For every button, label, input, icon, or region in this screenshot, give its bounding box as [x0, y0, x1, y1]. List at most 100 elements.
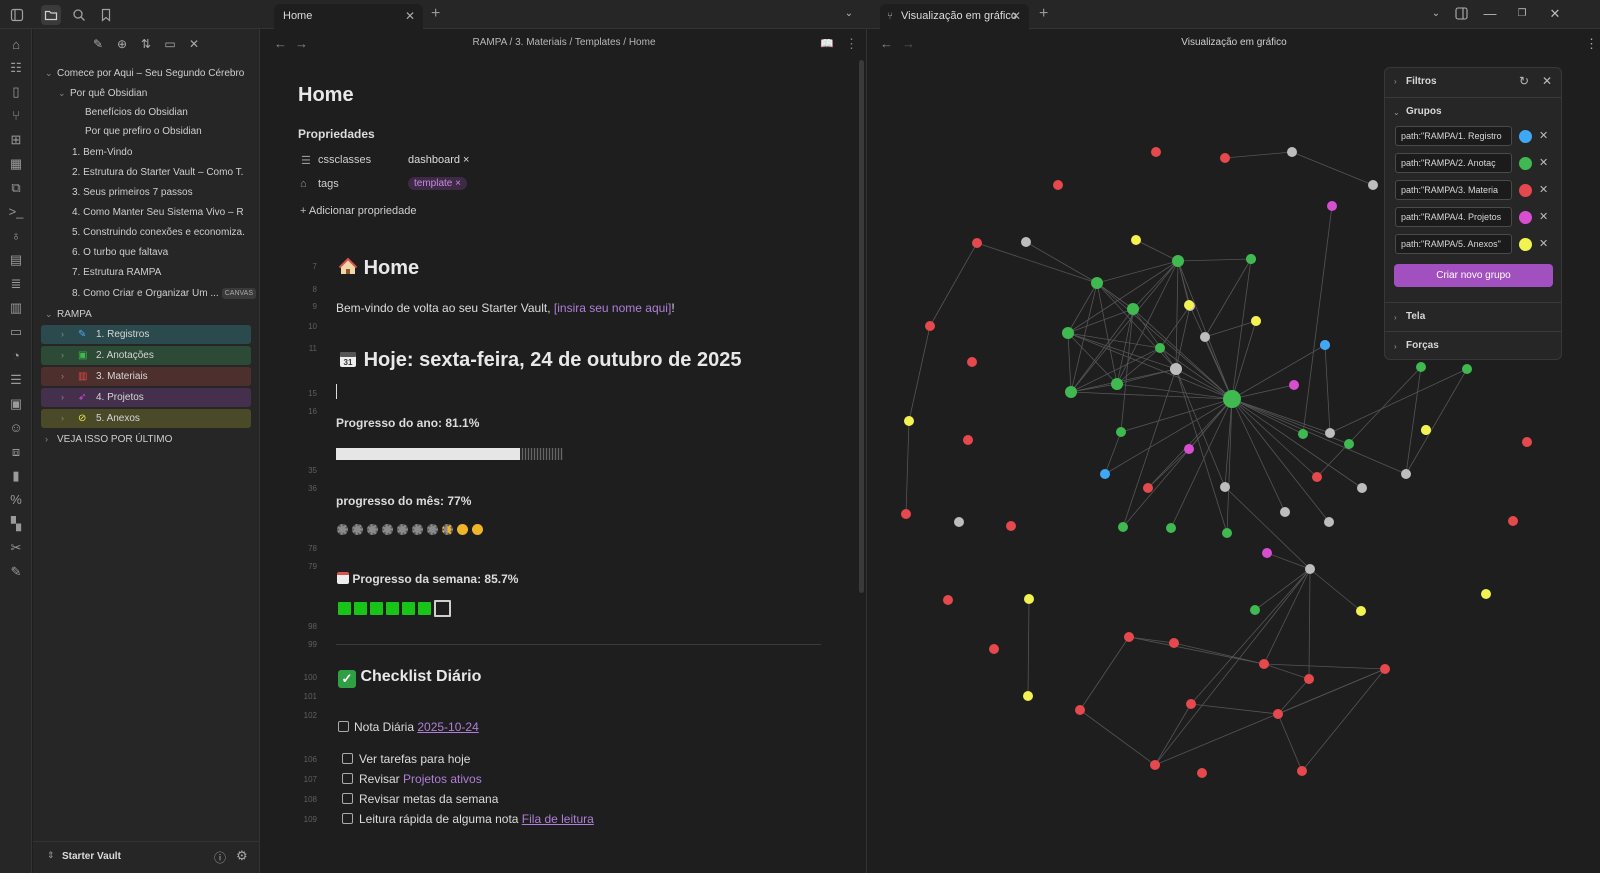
close-icon[interactable]: ✕	[404, 9, 415, 23]
graph-node[interactable]	[1222, 528, 1232, 538]
search-icon[interactable]	[69, 5, 89, 25]
graph-node[interactable]	[1259, 659, 1269, 669]
calendar-days-icon[interactable]: ▣	[9, 396, 23, 411]
display-label[interactable]: Tela	[1406, 311, 1426, 322]
graph-node[interactable]	[1169, 638, 1179, 648]
forward-arrow-icon[interactable]: →	[295, 36, 308, 51]
property-key[interactable]: tags	[318, 178, 339, 190]
more-options-icon[interactable]: ⋮	[1585, 36, 1598, 51]
remove-group-icon[interactable]: ✕	[1539, 157, 1549, 169]
task-checkbox[interactable]	[342, 753, 353, 764]
graph-node[interactable]	[1200, 332, 1210, 342]
remove-group-icon[interactable]: ✕	[1539, 238, 1549, 250]
graph-node[interactable]	[1327, 201, 1337, 211]
graph-node[interactable]	[1250, 605, 1260, 615]
stack-icon[interactable]: ⧈	[11, 444, 21, 459]
new-folder-icon[interactable]: ⊕	[116, 37, 128, 51]
graph-node[interactable]	[1324, 517, 1334, 527]
close-icon[interactable]: ✕	[1542, 74, 1553, 88]
bookmark-icon[interactable]	[96, 5, 116, 25]
graph-node[interactable]	[1220, 482, 1230, 492]
graph-node[interactable]	[1522, 437, 1532, 447]
graph-node[interactable]	[1298, 429, 1308, 439]
graph-node[interactable]	[943, 595, 953, 605]
group-query-input[interactable]: path:"RAMPA/5. Anexos"	[1395, 234, 1512, 254]
group-query-input[interactable]: path:"RAMPA/1. Registro	[1395, 126, 1512, 146]
graph-node[interactable]	[1304, 674, 1314, 684]
graph-node[interactable]	[1131, 235, 1141, 245]
breadcrumb[interactable]: RAMPA / 3. Materiais / Templates / Home	[472, 37, 656, 48]
chevron-down-icon[interactable]: ⌄	[844, 8, 854, 19]
property-value[interactable]: dashboard ×	[408, 154, 470, 166]
graph-node[interactable]	[1170, 363, 1182, 375]
graph-node[interactable]	[1344, 439, 1354, 449]
editor-scrollbar[interactable]	[859, 60, 864, 593]
copy-icon[interactable]: ⧉	[11, 180, 21, 195]
graph-node[interactable]	[1280, 507, 1290, 517]
graph-node[interactable]	[1143, 483, 1153, 493]
calendar-icon[interactable]: ▦	[9, 156, 23, 171]
minimize-icon[interactable]: —	[1483, 6, 1497, 21]
new-tab-button[interactable]: +	[431, 5, 441, 22]
remove-group-icon[interactable]: ✕	[1539, 211, 1549, 223]
tree-file[interactable]: 6. O turbo que faltava	[72, 243, 252, 263]
tree-file[interactable]: Por que prefiro o Obsidian	[85, 122, 255, 142]
book-icon[interactable]: ▥	[9, 300, 23, 315]
task-checkbox[interactable]	[342, 793, 353, 804]
graph-node[interactable]	[1118, 522, 1128, 532]
chevron-down-icon[interactable]: ⌄	[1393, 108, 1400, 117]
group-query-input[interactable]: path:"RAMPA/3. Materia	[1395, 180, 1512, 200]
task-checkbox[interactable]	[342, 773, 353, 784]
graph-node[interactable]	[1124, 632, 1134, 642]
checklist-heading[interactable]: ✓ Checklist Diário	[338, 668, 481, 688]
chevron-right-icon[interactable]: ›	[1394, 313, 1397, 322]
back-arrow-icon[interactable]: ←	[880, 36, 893, 51]
tools-icon[interactable]: ✂	[10, 540, 22, 555]
graph-node[interactable]	[1223, 390, 1241, 408]
graph-node[interactable]	[1021, 237, 1031, 247]
group-query-input[interactable]: path:"RAMPA/2. Anotaç	[1395, 153, 1512, 173]
graph-canvas[interactable]	[868, 29, 1600, 873]
page-title[interactable]: Home	[298, 84, 354, 106]
name-placeholder-link[interactable]: [insira seu nome aqui]	[553, 301, 672, 315]
chevron-right-icon[interactable]: ›	[1394, 77, 1397, 86]
reading-view-icon[interactable]: 📖	[820, 38, 834, 50]
graph-node[interactable]	[1320, 340, 1330, 350]
home-heading[interactable]: Home	[338, 257, 419, 280]
new-note-icon[interactable]: ✎	[92, 37, 104, 51]
graph-node[interactable]	[1380, 664, 1390, 674]
tag-pill[interactable]: template ×	[408, 177, 467, 190]
list-icon[interactable]: ≣	[10, 276, 22, 291]
help-icon[interactable]: ⓘ	[214, 851, 227, 865]
blocks-icon[interactable]: ▚	[11, 516, 21, 531]
new-group-button[interactable]: Criar novo grupo	[1394, 264, 1553, 287]
graph-node[interactable]	[1401, 469, 1411, 479]
close-window-icon[interactable]: ✕	[1549, 6, 1561, 21]
tab-home[interactable]: Home ✕	[274, 4, 423, 29]
graph-node[interactable]	[989, 644, 999, 654]
fila-de-leitura-link[interactable]: Fila de leitura	[521, 812, 594, 826]
graph-node[interactable]	[1116, 427, 1126, 437]
tree-folder-rampa[interactable]: ⌄ RAMPA	[45, 304, 245, 324]
close-icon[interactable]: ✕	[1010, 9, 1021, 23]
graph-node[interactable]	[963, 435, 973, 445]
folder-anexos[interactable]: › ⊘ 5. Anexos	[41, 409, 251, 428]
graph-node[interactable]	[1312, 472, 1322, 482]
filters-label[interactable]: Filtros	[1406, 76, 1437, 87]
graph-node[interactable]	[1368, 180, 1378, 190]
graph-node[interactable]	[1287, 147, 1297, 157]
graph-node[interactable]	[1325, 428, 1335, 438]
graph-node[interactable]	[1416, 362, 1426, 372]
graph-node[interactable]	[1166, 523, 1176, 533]
graph-node[interactable]	[954, 517, 964, 527]
restore-icon[interactable]: ❐	[1517, 8, 1527, 19]
forward-arrow-icon[interactable]: →	[902, 36, 915, 51]
task-checkbox[interactable]	[342, 813, 353, 824]
graph-node[interactable]	[1151, 147, 1161, 157]
graph-node[interactable]	[1006, 521, 1016, 531]
tree-file[interactable]: 7. Estrutura RAMPA	[72, 263, 252, 283]
bot-icon[interactable]: ☺	[9, 420, 23, 435]
files-icon[interactable]	[41, 5, 61, 25]
graph-node[interactable]	[1155, 343, 1165, 353]
graph-node[interactable]	[1111, 378, 1123, 390]
